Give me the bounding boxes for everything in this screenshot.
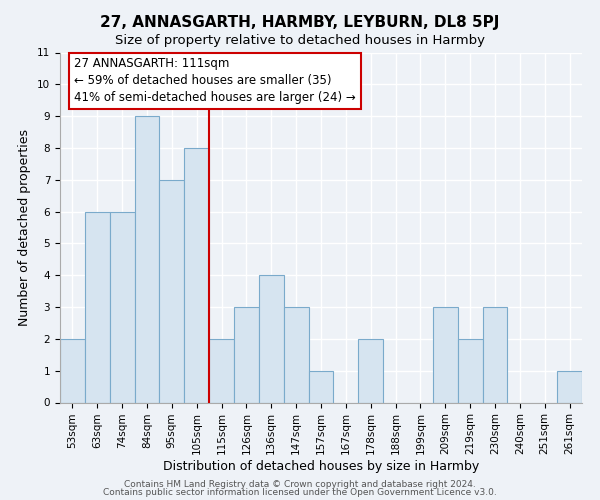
Bar <box>234 307 259 402</box>
Y-axis label: Number of detached properties: Number of detached properties <box>19 129 31 326</box>
X-axis label: Distribution of detached houses by size in Harmby: Distribution of detached houses by size … <box>163 460 479 473</box>
Bar <box>60 339 85 402</box>
Text: 27, ANNASGARTH, HARMBY, LEYBURN, DL8 5PJ: 27, ANNASGARTH, HARMBY, LEYBURN, DL8 5PJ <box>100 15 500 30</box>
Text: Contains HM Land Registry data © Crown copyright and database right 2024.: Contains HM Land Registry data © Crown c… <box>124 480 476 489</box>
Bar <box>557 370 582 402</box>
Bar <box>134 116 160 403</box>
Bar <box>482 307 508 402</box>
Bar <box>458 339 482 402</box>
Text: Size of property relative to detached houses in Harmby: Size of property relative to detached ho… <box>115 34 485 47</box>
Bar <box>308 370 334 402</box>
Bar <box>184 148 209 403</box>
Bar <box>259 275 284 402</box>
Text: Contains public sector information licensed under the Open Government Licence v3: Contains public sector information licen… <box>103 488 497 497</box>
Bar <box>160 180 184 402</box>
Bar <box>85 212 110 402</box>
Bar <box>358 339 383 402</box>
Bar <box>209 339 234 402</box>
Bar <box>284 307 308 402</box>
Text: 27 ANNASGARTH: 111sqm
← 59% of detached houses are smaller (35)
41% of semi-deta: 27 ANNASGARTH: 111sqm ← 59% of detached … <box>74 58 356 104</box>
Bar <box>110 212 134 402</box>
Bar <box>433 307 458 402</box>
